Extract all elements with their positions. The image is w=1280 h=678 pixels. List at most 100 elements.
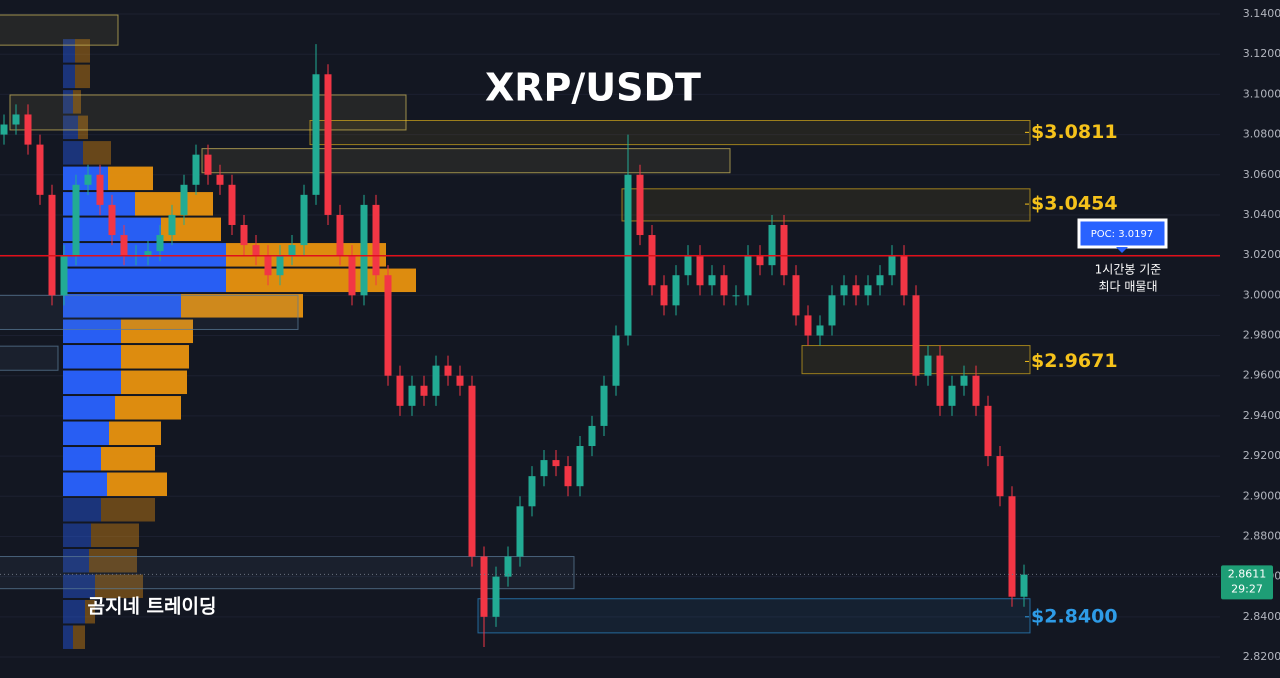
poc-note: 1시간봉 기준 [1095, 263, 1162, 277]
candle-body [732, 295, 740, 297]
profile-sell [135, 192, 213, 216]
candle-body [612, 335, 620, 386]
candle-body [804, 315, 812, 336]
profile-buy [63, 574, 95, 598]
profile-buy [63, 370, 121, 395]
profile-sell [121, 370, 187, 395]
candle-body [780, 224, 788, 276]
candle-body [324, 74, 332, 215]
candle-body [396, 375, 404, 406]
last-price-tag [1221, 565, 1273, 600]
candle-body [60, 255, 68, 296]
candle-body [492, 576, 500, 617]
poc-note: 최다 매물대 [1098, 280, 1157, 294]
watermark: 곰지네 트레이딩 [88, 596, 217, 618]
poc-label-box [1077, 218, 1168, 249]
y-tick-label: 3.0000 [1243, 288, 1280, 301]
profile-sell [78, 115, 88, 140]
candle-body [720, 275, 728, 296]
profile-buy [63, 268, 226, 293]
profile-buy [63, 141, 83, 165]
candle-body [336, 214, 344, 256]
candle-body [948, 385, 956, 406]
zone-box [9, 94, 407, 131]
profile-sell [85, 599, 95, 624]
profile-buy [63, 523, 91, 547]
candle-body [972, 375, 980, 406]
level-label: $2.8400 [1031, 605, 1118, 627]
candle-body [120, 235, 128, 256]
profile-sell [107, 472, 167, 497]
candle-body [180, 184, 188, 215]
candle-body [96, 174, 104, 205]
candle-body [228, 184, 236, 225]
profile-buy [63, 599, 85, 624]
candle-body [744, 255, 752, 296]
profile-buy [63, 396, 115, 420]
candle-body [444, 365, 452, 376]
candle-body [168, 214, 176, 236]
candle-body [36, 144, 44, 195]
y-tick-label: 2.8400 [1243, 610, 1280, 623]
profile-sell [115, 396, 181, 420]
candle-body [900, 255, 908, 296]
candle-body [456, 375, 464, 386]
y-tick-label: 3.1200 [1243, 47, 1280, 60]
candle-body [252, 245, 260, 256]
profile-sell [83, 141, 111, 165]
candle-body [672, 275, 680, 306]
profile-sell [95, 574, 143, 598]
candle-body [144, 251, 152, 256]
candle-body [552, 460, 560, 467]
candle-body [348, 255, 356, 296]
profile-sell [89, 548, 137, 573]
profile-buy [63, 421, 109, 446]
y-tick-label: 3.1400 [1243, 7, 1280, 20]
profile-buy [63, 625, 73, 649]
profile-buy [63, 294, 181, 318]
profile-sell [73, 625, 85, 649]
candle-body [888, 255, 896, 276]
zone-box [0, 14, 119, 46]
candle-body [588, 425, 596, 447]
y-tick-label: 2.9600 [1243, 369, 1280, 382]
poc-label: POC: 3.0197 [1091, 229, 1153, 240]
candle-body [840, 285, 848, 296]
candle-body [828, 295, 836, 326]
candle-body [48, 194, 56, 296]
profile-sell [101, 498, 155, 522]
level-zone [621, 188, 1031, 222]
candle-body [420, 385, 428, 396]
profile-sell [121, 345, 189, 369]
y-tick-label: 3.0600 [1243, 168, 1280, 181]
profile-buy [63, 115, 78, 140]
zone-box [0, 556, 575, 590]
candle-body [756, 255, 764, 266]
poc-pointer [1116, 247, 1128, 253]
candle-body [276, 255, 284, 276]
candle-body [540, 460, 548, 477]
profile-buy [63, 64, 75, 89]
y-tick-label: 3.0400 [1243, 208, 1280, 221]
profile-sell [109, 421, 161, 446]
candle-body [0, 124, 8, 135]
profile-sell [226, 268, 416, 293]
candle-body [600, 385, 608, 426]
candle-body [1020, 574, 1028, 597]
candle-body [432, 365, 440, 396]
profile-buy [63, 498, 101, 522]
candle-body [864, 285, 872, 296]
profile-sell [73, 90, 81, 114]
candle-body [912, 295, 920, 376]
candle-body [156, 235, 164, 252]
candle-body [684, 255, 692, 276]
candle-body [768, 224, 776, 266]
candle-body [876, 275, 884, 286]
profile-buy [63, 90, 73, 114]
candle-body [636, 174, 644, 236]
countdown: 29:27 [1231, 582, 1263, 595]
candle-body [468, 385, 476, 557]
candle-body [528, 476, 536, 507]
